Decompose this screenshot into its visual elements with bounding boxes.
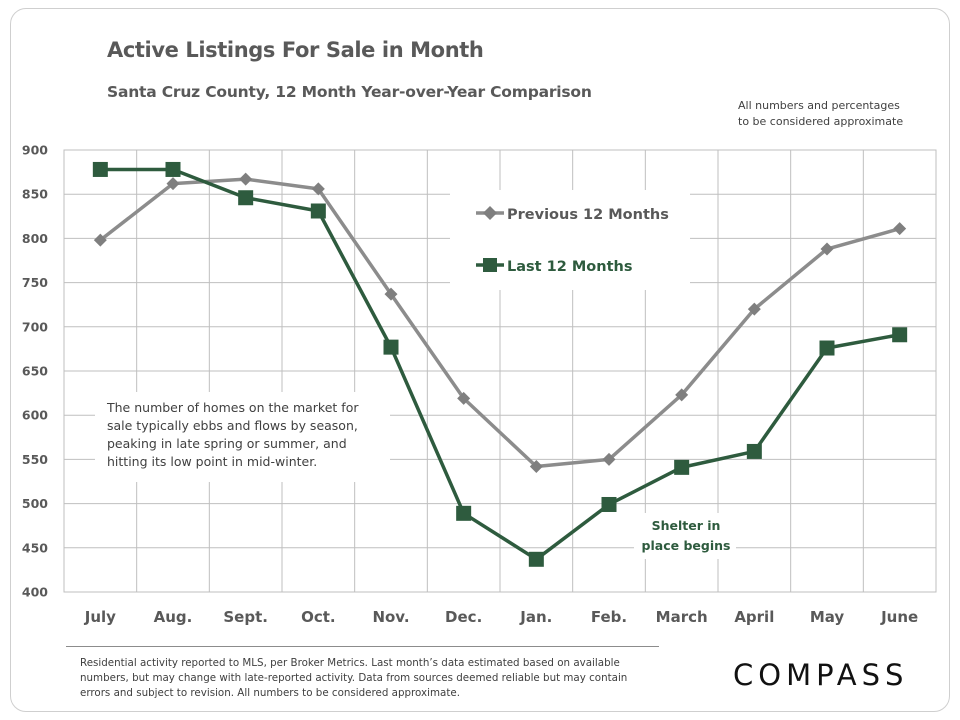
annotation-shelter-box [634,513,736,559]
data-point-previous [166,177,180,191]
x-tick-label: Sept. [223,608,268,626]
chart-subtitle: Santa Cruz County, 12 Month Year-over-Ye… [107,83,592,101]
y-tick-label: 450 [22,540,48,555]
data-point-last [92,161,108,177]
disclaimer-line: All numbers and percentages [738,99,900,112]
x-tick-label: Nov. [372,608,409,626]
y-tick-label: 900 [22,143,48,158]
annotation-note-line: The number of homes on the market for [106,400,359,415]
chart-title: Active Listings For Sale in Month [107,38,484,62]
data-point-previous [239,172,253,186]
y-tick-label: 850 [22,187,48,202]
y-tick-label: 700 [22,319,48,334]
annotation-shelter-line: place begins [642,538,731,553]
data-point-previous [820,242,834,256]
data-point-last [456,505,472,521]
compass-logo: COMPASS [733,658,909,692]
x-tick-label: Jan. [519,608,552,626]
x-axis-labels: July Aug. Sept. Oct. Nov. Dec. Jan. Feb. March Ap… [84,608,918,626]
data-point-previous [93,233,107,247]
data-point-previous [457,391,471,405]
x-tick-label: May [810,608,845,626]
series-markers [92,161,908,567]
annotation-note-line: sale typically ebbs and flows by season, [107,418,358,433]
annotation-note-line: hitting its low point in mid-winter. [107,454,317,469]
legend-label-last: Last 12 Months [507,259,632,275]
y-tick-label: 800 [22,231,48,246]
legend-item-previous: Previous 12 Months [476,206,669,223]
disclaimer-line: to be considered approximate [738,115,904,128]
x-tick-label: Feb. [591,608,627,626]
data-point-previous [311,182,325,196]
annotation-note: The number of homes on the market for sa… [106,400,359,469]
legend-square-icon [483,258,497,272]
legend-label-previous: Previous 12 Months [507,207,669,223]
annotation-note-box [95,392,390,482]
series-lines [99,167,901,562]
legend-box [450,190,690,290]
y-tick-label: 400 [22,585,48,600]
data-point-last [601,496,617,512]
y-axis-labels: 400 450 500 550 600 650 700 750 800 850 900 [22,143,48,600]
data-point-last [746,443,762,459]
x-tick-label: April [734,608,774,626]
data-point-previous [893,222,907,236]
data-point-last [528,551,544,567]
data-point-previous [602,452,616,466]
footnote: Residential activity reported to MLS, pe… [80,657,628,699]
annotation-shelter: Shelter in place begins [642,518,731,553]
y-tick-label: 750 [22,275,48,290]
disclaimer: All numbers and percentages to be consid… [738,98,928,130]
legend-item-last: Last 12 Months [476,258,632,275]
x-tick-label: Oct. [301,608,336,626]
x-tick-label: July [84,608,116,626]
x-tick-label: Dec. [445,608,482,626]
y-tick-label: 650 [22,364,48,379]
series-line-previous [99,177,901,469]
x-tick-label: June [880,608,918,626]
y-tick-label: 600 [22,408,48,423]
footnote-divider [66,646,659,647]
x-tick-label: March [656,608,708,626]
annotation-note-line: peaking in late spring or summer, and [107,436,347,451]
data-point-last [383,339,399,355]
data-point-last [674,459,690,475]
y-tick-label: 500 [22,496,48,511]
data-point-previous [675,388,689,402]
data-point-last [892,327,908,343]
data-point-previous [384,287,398,301]
data-point-last [238,190,254,206]
data-point-last [165,161,181,177]
data-point-last [310,203,326,219]
x-tick-label: Aug. [154,608,193,626]
legend-diamond-icon [483,206,497,220]
data-point-last [819,340,835,356]
y-tick-label: 550 [22,452,48,467]
annotation-shelter-line: Shelter in [652,518,721,533]
data-point-previous [529,459,543,473]
series-line-last [100,167,900,562]
data-point-previous [747,302,761,316]
